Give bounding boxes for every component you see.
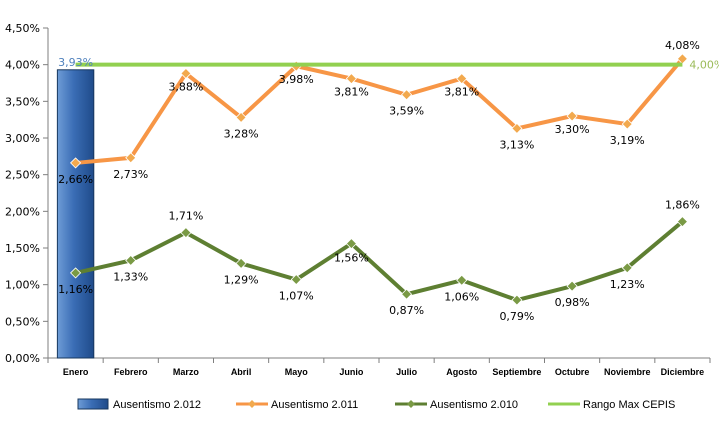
legend-swatch-ausentismo-2-012: [77, 398, 109, 410]
point-marker-ausentismo-2-011: [511, 122, 523, 135]
data-label-ausentismo-2-011: 3,28%: [224, 127, 259, 140]
point-marker-ausentismo-2-011: [125, 152, 137, 164]
x-tick-label: Julio: [396, 367, 418, 377]
line-series: [70, 53, 688, 306]
y-tick-label: 1,00%: [5, 279, 40, 292]
data-label-ausentismo-2-011: 3,81%: [334, 86, 369, 99]
y-axis: 0,00% 0,50% 1,00% 1,50% 2,00% 2,50% 3,00% 3,50%…: [5, 22, 49, 365]
data-label-ausentismo-2-011: 3,98%: [279, 73, 314, 86]
legend-label-rango-max-cepis: Rango Max CEPIS: [583, 399, 675, 411]
x-tick-label: Abril: [231, 367, 252, 377]
point-marker-ausentismo-2-011: [345, 73, 357, 85]
point-marker-ausentismo-2-010: [125, 254, 137, 267]
data-label-ausentismo-2-011: 2,73%: [113, 168, 148, 181]
point-marker-ausentismo-2-010: [676, 216, 688, 228]
point-marker-ausentismo-2-011: [235, 111, 247, 124]
data-label-ausentismo-2-010: 1,86%: [665, 199, 700, 212]
y-tick-label: 0,00%: [5, 352, 40, 365]
point-marker-ausentismo-2-010: [290, 273, 302, 286]
x-tick-label: Octubre: [555, 367, 590, 377]
data-labels: 3,93% 2,66% 2,73% 3,88% 3,28% 3,98% 3,81% 3,59%…: [58, 39, 719, 323]
point-marker-ausentismo-2-011: [621, 118, 633, 130]
legend-marker-ausentismo-2-011: [248, 400, 256, 408]
data-label-ausentismo-2-010: 0,98%: [555, 296, 590, 309]
point-marker-ausentismo-2-010: [566, 280, 578, 292]
x-tick-label: Agosto: [446, 367, 477, 377]
y-tick-label: 1,50%: [5, 242, 40, 255]
point-marker-ausentismo-2-010: [401, 288, 413, 300]
data-label-ausentismo-2-011: 3,13%: [499, 138, 534, 151]
x-tick-label: Noviembre: [604, 367, 651, 377]
data-label-ausentismo-2-010: 1,71%: [168, 210, 203, 223]
point-marker-ausentismo-2-011: [456, 73, 468, 85]
point-marker-ausentismo-2-010: [235, 257, 247, 269]
x-tick-label: Enero: [63, 367, 89, 377]
data-label-rango-max-cepis: 4,00%: [689, 59, 719, 72]
point-marker-ausentismo-2-011: [180, 67, 192, 80]
series-line-ausentismo-2-011: [75, 57, 684, 165]
data-label-ausentismo-2-011: 3,19%: [610, 134, 645, 147]
point-marker-ausentismo-2-011: [70, 157, 82, 169]
x-tick-label: Febrero: [114, 367, 148, 377]
legend-label-ausentismo-2-011: Ausentismo 2.011: [271, 399, 358, 411]
bar-series: [56, 69, 95, 359]
bar-data-label: 3,93%: [58, 56, 93, 69]
x-tick-label: Mayo: [285, 367, 309, 377]
series-line-ausentismo-2-010: [75, 220, 684, 303]
x-axis: Enero Febrero Marzo Abril Mayo Junio Julio Agos…: [47, 357, 711, 377]
legend: Ausentismo 2.012 Ausentismo 2.011 Ausentis…: [77, 398, 675, 411]
data-label-ausentismo-2-010: 1,23%: [610, 278, 645, 291]
data-label-ausentismo-2-011: 3,81%: [444, 86, 479, 99]
y-tick-label: 3,00%: [5, 132, 40, 145]
data-label-ausentismo-2-010: 1,56%: [334, 252, 369, 265]
point-marker-ausentismo-2-010: [511, 294, 523, 306]
data-label-ausentismo-2-010: 0,79%: [499, 310, 534, 323]
x-tick-label: Marzo: [173, 367, 200, 377]
data-label-ausentismo-2-011: 4,08%: [665, 39, 700, 52]
y-tick-label: 4,00%: [5, 59, 40, 72]
data-label-ausentismo-2-010: 1,29%: [224, 273, 259, 286]
data-label-ausentismo-2-010: 1,06%: [444, 290, 479, 303]
point-marker-ausentismo-2-010: [621, 262, 633, 274]
y-tick-label: 3,50%: [5, 95, 40, 108]
y-tick-label: 2,50%: [5, 169, 40, 182]
data-label-ausentismo-2-010: 1,33%: [113, 270, 148, 283]
data-label-ausentismo-2-011: 2,66%: [58, 173, 93, 186]
data-label-ausentismo-2-011: 3,30%: [555, 123, 590, 136]
point-marker-ausentismo-2-011: [401, 89, 413, 101]
legend-marker-ausentismo-2-010: [407, 400, 415, 408]
data-label-ausentismo-2-010: 1,07%: [279, 290, 314, 303]
legend-label-ausentismo-2-010: Ausentismo 2.010: [430, 399, 518, 411]
data-label-ausentismo-2-010: 0,87%: [389, 304, 424, 317]
point-marker-ausentismo-2-010: [180, 227, 192, 239]
y-tick-label: 2,00%: [5, 205, 40, 218]
point-marker-ausentismo-2-010: [70, 267, 82, 279]
data-label-ausentismo-2-011: 3,88%: [168, 80, 203, 93]
legend-label-ausentismo-2-012: Ausentismo 2.012: [113, 399, 201, 411]
data-label-ausentismo-2-011: 3,59%: [389, 105, 424, 118]
y-tick-label: 4,50%: [5, 22, 40, 35]
point-marker-ausentismo-2-010: [345, 238, 357, 250]
point-marker-ausentismo-2-010: [456, 274, 468, 286]
x-tick-label: Diciembre: [661, 367, 705, 377]
x-tick-label: Junio: [339, 367, 364, 377]
point-marker-ausentismo-2-011: [566, 110, 578, 122]
x-tick-label: Septiembre: [492, 367, 541, 377]
bar-1: [56, 69, 95, 359]
data-label-ausentismo-2-010: 1,16%: [58, 283, 93, 296]
y-tick-label: 0,50%: [5, 315, 40, 328]
